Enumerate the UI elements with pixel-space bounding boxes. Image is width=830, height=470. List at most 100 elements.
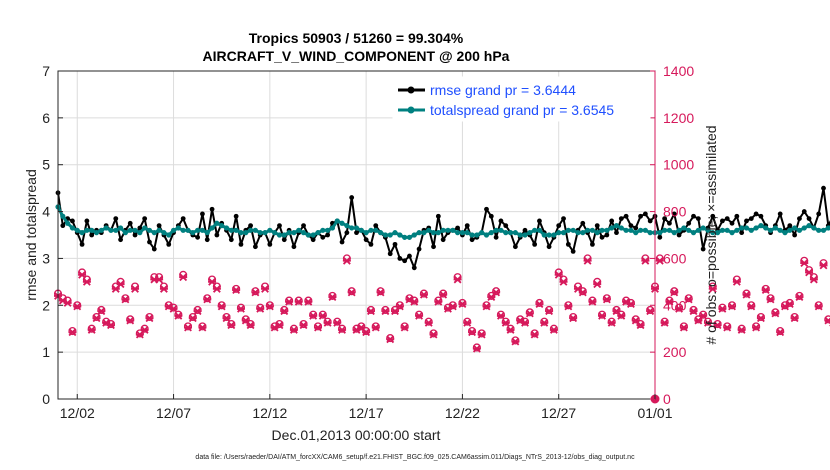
spread-point bbox=[681, 225, 687, 231]
spread-point bbox=[339, 220, 345, 226]
obs-assimilated-point bbox=[617, 311, 626, 320]
obs-assimilated-point bbox=[261, 284, 270, 293]
obs-assimilated-point bbox=[824, 316, 830, 325]
obs-assimilated-point bbox=[540, 318, 549, 327]
obs-assimilated-point bbox=[525, 309, 534, 318]
spread-point bbox=[657, 230, 663, 236]
rmse-point bbox=[676, 232, 682, 238]
rmse-point bbox=[604, 232, 610, 238]
obs-assimilated-point bbox=[511, 337, 520, 346]
spread-point bbox=[272, 230, 278, 236]
obs-assimilated-point bbox=[790, 314, 799, 323]
rmse-point bbox=[166, 241, 172, 247]
spread-point bbox=[146, 227, 153, 233]
rmse-point bbox=[512, 244, 518, 250]
obs-assimilated-point bbox=[376, 288, 385, 297]
spread-point bbox=[151, 230, 157, 236]
spread-point bbox=[353, 225, 360, 231]
x-tick-label: 01/01 bbox=[637, 405, 672, 421]
rmse-point bbox=[387, 251, 393, 257]
spread-point bbox=[714, 230, 721, 236]
obs-assimilated-point bbox=[434, 297, 443, 306]
obs-possible-point bbox=[535, 298, 544, 307]
y-axis-label: rmse and totalspread bbox=[23, 169, 39, 301]
rmse-point bbox=[739, 230, 745, 236]
obs-assimilated-point bbox=[660, 318, 669, 327]
rmse-point bbox=[113, 216, 119, 222]
obs-assimilated-point bbox=[742, 290, 751, 299]
obs-assimilated-point bbox=[699, 311, 708, 320]
spread-point bbox=[575, 230, 581, 236]
obs-possible-point bbox=[135, 329, 144, 338]
obs-possible-point bbox=[366, 305, 375, 315]
spread-point bbox=[700, 225, 706, 231]
obs-possible-point bbox=[660, 317, 669, 326]
obs-possible-point bbox=[463, 317, 472, 326]
obs-assimilated-point bbox=[496, 311, 505, 320]
obs-assimilated-point bbox=[458, 300, 467, 309]
legend-spread-label: totalspread grand pr = 3.6545 bbox=[430, 102, 614, 118]
x-tick-label: 12/17 bbox=[349, 405, 384, 421]
obs-assimilated-point bbox=[708, 284, 717, 293]
obs-possible-point bbox=[439, 289, 448, 298]
rmse-point bbox=[753, 211, 759, 217]
spread-point bbox=[252, 227, 258, 233]
rmse-point bbox=[657, 234, 663, 240]
obs-possible-point bbox=[506, 324, 515, 333]
spread-point bbox=[584, 227, 591, 233]
obs-assimilated-point bbox=[362, 328, 371, 337]
obs-possible-point bbox=[776, 327, 785, 336]
rmse-point bbox=[801, 209, 807, 214]
obs-possible-point bbox=[362, 327, 371, 336]
obs-possible-point bbox=[675, 303, 684, 312]
obs-assimilated-point bbox=[675, 304, 684, 313]
y-tick-label: 6 bbox=[42, 110, 50, 126]
spread-point bbox=[686, 227, 692, 233]
y2-tick-label: 600 bbox=[663, 250, 687, 266]
obs-assimilated-point bbox=[318, 311, 327, 320]
obs-assimilated-point bbox=[468, 328, 477, 337]
obs-assimilated-point bbox=[338, 325, 347, 334]
y-tick-label: 5 bbox=[42, 157, 50, 173]
obs-assimilated-point bbox=[477, 330, 486, 339]
obs-assimilated-point bbox=[232, 286, 241, 294]
rmse-point bbox=[787, 223, 793, 229]
spread-point bbox=[801, 225, 807, 231]
spread-point bbox=[426, 227, 432, 233]
rmse-point bbox=[291, 244, 297, 250]
y2-axis-ticks: 0 200 400 600 800 1000 1200 1400 bbox=[650, 63, 694, 407]
obs-assimilated-point bbox=[424, 318, 433, 327]
obs-assimilated-point bbox=[63, 299, 72, 307]
obs-assimilated-point bbox=[328, 293, 337, 302]
obs-possible-point bbox=[597, 310, 607, 319]
rmse-point bbox=[60, 223, 66, 229]
spread-point bbox=[767, 227, 774, 233]
chart-title: Tropics 50903 / 51260 = 99.304% bbox=[249, 30, 464, 46]
obs-assimilated-point bbox=[183, 323, 192, 332]
obs-possible-point bbox=[251, 287, 260, 296]
x-tick-label: 12/12 bbox=[252, 405, 287, 421]
obs-assimilated-point bbox=[366, 307, 375, 316]
rmse-point bbox=[277, 223, 282, 229]
obs-assimilated-point bbox=[684, 295, 693, 304]
spread-point bbox=[430, 230, 437, 236]
spread-point bbox=[541, 232, 547, 238]
rmse-point bbox=[700, 246, 706, 252]
obs-assimilated-point bbox=[246, 321, 255, 330]
rmse-point bbox=[344, 230, 350, 236]
obs-assimilated-point bbox=[578, 288, 587, 297]
spread-point bbox=[113, 227, 119, 233]
spread-point bbox=[195, 227, 201, 233]
obs-assimilated-point bbox=[554, 270, 563, 279]
obs-possible-point bbox=[313, 322, 323, 331]
spread-point bbox=[459, 230, 466, 236]
legend: rmse grand pr = 3.6444 totalspread grand… bbox=[392, 76, 651, 122]
obs-possible-point bbox=[203, 294, 212, 303]
rmse-point bbox=[618, 216, 624, 222]
spread-point bbox=[777, 227, 783, 233]
y-tick-label: 7 bbox=[42, 63, 50, 79]
obs-possible-point bbox=[87, 324, 96, 333]
spread-point bbox=[382, 232, 388, 238]
obs-possible-point bbox=[304, 296, 313, 305]
